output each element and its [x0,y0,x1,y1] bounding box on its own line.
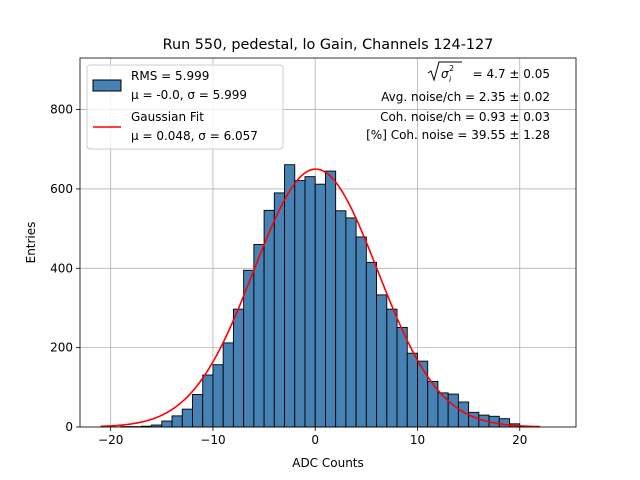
y-tick-label: 400 [50,261,73,275]
x-tick-label: −20 [98,433,123,447]
legend-fit-stats: μ = 0.048, σ = 6.057 [131,129,258,143]
histogram-bar [386,308,398,428]
legend-box [86,64,284,150]
histogram-bar [417,360,429,428]
plot-frame [79,57,577,428]
histogram-bar [284,164,296,428]
histogram-bar [294,180,306,428]
legend-patch-histogram [92,79,122,92]
legend-fit-label: Gaussian Fit [131,110,204,124]
histogram-bar [273,192,285,428]
histogram-bar [437,392,449,428]
histogram-bar [232,308,245,428]
sigma-superscript: 2 [449,64,454,73]
sigma-subscript: i [449,75,452,84]
histogram-bar [171,415,183,428]
histogram-bar [498,418,510,428]
y-tick-label: 800 [50,103,73,117]
gaussian-fit [100,168,541,428]
histogram-bar [406,352,418,428]
avg-noise-text: Avg. noise/ch = 2.35 ± 0.02 [381,90,550,104]
histogram-bar [161,420,173,428]
noise-annotations: σ 2 i = 4.7 ± 0.05 Avg. noise/ch = 2.35 … [366,61,550,142]
histogram-bar [365,261,378,428]
histogram-bar [253,244,265,428]
y-axis-ticks: 0 200 400 600 800 [50,103,80,434]
chart-title: Run 550, pedestal, lo Gain, Channels 124… [163,37,494,53]
y-tick-label: 200 [50,341,73,355]
histogram-bar [355,236,367,428]
y-tick-label: 0 [65,420,73,434]
y-tick-label: 600 [50,182,73,196]
sqrt-sign [427,61,462,82]
histogram-bar [396,326,408,428]
histogram-bar [181,408,193,428]
histogram-bar [304,176,316,428]
x-tick-label: 20 [512,433,527,447]
histogram-bars [120,164,531,428]
x-tick-label: −10 [200,433,225,447]
x-axis-label: ADC Counts [292,456,364,470]
histogram-bar [192,394,204,428]
coh-noise-text: Coh. noise/ch = 0.93 ± 0.03 [380,110,550,124]
histogram-bar [314,183,326,428]
histogram-bar [376,294,388,428]
legend-hist-stats: μ = -0.0, σ = 5.999 [131,88,247,102]
legend-rms-label: RMS = 5.999 [131,69,209,83]
histogram-bar [212,364,224,428]
gaussian-fit-line [100,168,541,428]
y-axis-label: Entries [24,222,38,264]
histogram-bar [468,411,480,428]
sigma-symbol: σ [441,67,449,81]
histogram-bar [324,170,337,428]
histogram-bar [222,342,234,428]
histogram-bar [202,374,214,428]
sigma-sum-value: = 4.7 ± 0.05 [473,67,550,81]
legend: RMS = 5.999 μ = -0.0, σ = 5.999 Gaussian… [86,64,284,150]
histogram-bar [345,217,357,428]
histogram-bar [447,393,459,428]
x-tick-label: 10 [410,433,425,447]
x-tick-label: 0 [311,433,319,447]
x-axis-ticks: −20 −10 0 10 20 [98,427,527,447]
histogram-bar [335,210,347,428]
coh-noise-pct-text: [%] Coh. noise = 39.55 ± 1.28 [366,128,550,142]
